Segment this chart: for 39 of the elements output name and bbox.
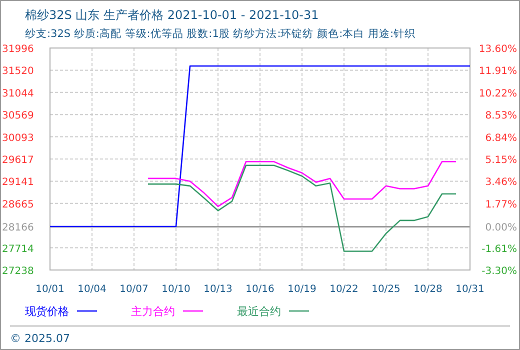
y-tick-label: 31520 [2, 66, 34, 78]
y-tick-label: 30569 [2, 110, 34, 122]
y-tick-label: 27238 [2, 266, 34, 277]
x-tick-label: 10/10 [162, 284, 190, 295]
y2-tick-label: 11.91% [478, 66, 517, 78]
y-tick-label: 31996 [2, 44, 34, 55]
x-tick-label: 10/01 [36, 284, 64, 295]
y-tick-label: 28665 [2, 199, 34, 210]
text: © 2025.07 [10, 332, 70, 345]
y-tick-label: 31044 [2, 88, 34, 100]
x-tick-label: 10/07 [120, 284, 148, 295]
chart-subtitle: 纱支:32S 纱质:高配 等级:优等品 股数:1股 纺纱方法:环锭纺 颜色:本白 用途:针织 [25, 27, 416, 40]
x-tick-label: 10/16 [246, 284, 274, 295]
y2-tick-label: 8.53% [485, 110, 517, 122]
y2-tick-label: 10.22% [478, 88, 517, 100]
y2-tick-label: 13.60% [478, 44, 517, 55]
x-tick-label: 10/19 [288, 284, 316, 295]
y-tick-label: 29141 [2, 177, 34, 188]
x-tick-label: 10/22 [330, 284, 358, 295]
y2-tick-label: 1.77% [485, 199, 517, 210]
x-tick-label: 10/25 [372, 284, 400, 295]
y2-tick-label: 6.84% [485, 132, 517, 144]
y2-tick-label: 0.00% [485, 222, 517, 234]
chart-title: 棉纱32S 山东 生产者价格 2021-10-01 - 2021-10-31 [25, 8, 319, 22]
x-tick-label: 10/04 [78, 284, 106, 295]
y-tick-label: 27714 [2, 244, 34, 255]
y-tick-label: 30093 [2, 132, 34, 144]
x-tick-label: 10/13 [204, 284, 232, 295]
x-tick-label: 10/28 [414, 284, 442, 295]
legend-label: 主力合约 [131, 305, 175, 318]
legend-label: 最近合约 [237, 305, 281, 318]
y-tick-label: 29617 [2, 155, 34, 166]
y2-tick-label: -3.30% [482, 266, 517, 277]
y2-tick-label: 3.46% [485, 177, 517, 188]
x-tick-label: 10/31 [456, 284, 484, 295]
y2-tick-label: 5.15% [485, 155, 517, 166]
legend-label: 现货价格 [25, 305, 69, 318]
y-tick-label: 28166 [2, 222, 34, 234]
y2-tick-label: -1.61% [482, 244, 517, 255]
